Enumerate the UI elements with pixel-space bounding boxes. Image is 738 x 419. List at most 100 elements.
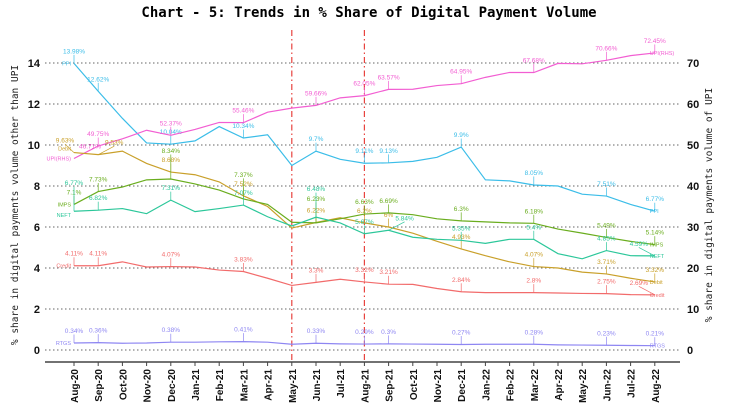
data-label: 0.3% <box>381 329 396 336</box>
x-tick-label: May-21 <box>288 369 299 403</box>
x-tick-label: Nov-21 <box>433 369 444 403</box>
data-label: 2.75% <box>597 279 616 286</box>
data-label: 6.3% <box>454 206 469 213</box>
x-tick-label: Aug-22 <box>651 369 662 403</box>
data-label-leader <box>98 145 115 155</box>
data-label: 5.14% <box>646 230 665 237</box>
data-label: 5.84% <box>395 215 414 222</box>
x-tick-label: Jun-21 <box>312 369 323 402</box>
vertical-markers <box>291 30 365 362</box>
data-label: 0.28% <box>525 329 544 336</box>
x-tick-label: Aug-21 <box>360 369 371 403</box>
data-label: 6.18% <box>525 208 544 215</box>
data-label: 2.8% <box>526 278 541 285</box>
series-rtgs: RTGS RTGS 0.34% 0.36% 0.38% 0.41% 0.33% 0.29% 0.… <box>56 327 665 350</box>
y-left-tick-label: 6 <box>34 222 40 234</box>
x-tick-label: Jul-21 <box>336 369 347 398</box>
data-label: 0.41% <box>234 327 253 334</box>
data-label: 0.34% <box>65 328 84 335</box>
gridlines <box>45 62 680 351</box>
data-label: 4.11% <box>65 251 83 258</box>
y-right-tick-label: 50 <box>687 140 699 152</box>
data-label: 0.38% <box>162 327 181 334</box>
data-label: 5.4% <box>526 224 541 231</box>
series-start-name: PPI <box>62 61 71 67</box>
x-tick-label: Mar-21 <box>239 369 250 402</box>
x-tick-label: Dec-21 <box>457 369 468 402</box>
chart-title: Chart - 5: Trends in % Share of Digital … <box>141 5 596 21</box>
x-tick-label: Sep-20 <box>94 369 105 402</box>
series-start-name: Credit <box>56 264 71 270</box>
y-left-tick-label: 8 <box>34 181 40 193</box>
data-label: 63.57% <box>378 74 400 81</box>
series-end-name: RTGS <box>650 344 666 350</box>
data-label: 8.34% <box>162 148 181 155</box>
data-label: 55.46% <box>232 108 254 115</box>
data-label: 9.63% <box>56 138 75 145</box>
y-left-tick-label: 14 <box>28 58 41 70</box>
data-label: 6.77% <box>65 180 84 187</box>
series-start-name: Debit <box>58 147 71 153</box>
y-axis-left-label: % share in digital payments volume other… <box>10 65 21 345</box>
y-axis-right-label: % share in digital payments volume of UP… <box>704 88 715 323</box>
series-credit: Credit Credit 4.11% 4.11% 4.07% 3.83% 3.3% 3.32… <box>56 251 665 299</box>
data-label-leader <box>73 149 91 159</box>
series-end-name: PPI <box>650 209 659 215</box>
x-tick-label: Aug-20 <box>70 369 81 403</box>
data-label: 46.71% <box>79 143 101 150</box>
data-label: 8.05% <box>525 170 544 177</box>
y-left-tick-label: 2 <box>34 304 40 316</box>
data-label: 10.34% <box>232 123 254 130</box>
y-right-tick-label: 0 <box>687 345 693 357</box>
y-left-tick-label: 0 <box>34 345 40 357</box>
y-right-tick-label: 40 <box>687 181 699 193</box>
x-tick-label: Feb-21 <box>215 369 226 402</box>
data-label: 3.83% <box>234 256 253 263</box>
x-tick-label: Jul-22 <box>627 369 638 398</box>
data-label: 3.21% <box>379 269 398 276</box>
data-label: 3.3% <box>309 267 324 274</box>
data-label: 6% <box>384 212 394 219</box>
data-label: 9.11% <box>355 148 373 155</box>
data-label: 6.77% <box>646 196 665 203</box>
data-label: 49.75% <box>87 131 109 138</box>
data-label-leader <box>388 221 405 231</box>
data-label: 70.66% <box>595 45 617 52</box>
data-label: 62.05% <box>353 81 375 88</box>
x-tick-label: Jun-22 <box>602 369 613 402</box>
x-tick-label: Sep-21 <box>385 369 396 402</box>
data-label: 9.53% <box>105 140 124 147</box>
x-tick-label: Feb-22 <box>506 369 517 402</box>
series-end-name: Credit <box>650 293 665 299</box>
data-label: 7.37% <box>234 172 253 179</box>
data-label: 4.11% <box>89 251 107 258</box>
data-label: 3.32% <box>355 267 374 274</box>
data-label: 64.95% <box>450 69 472 76</box>
data-label: 4.07% <box>162 252 181 259</box>
y-right-tick-label: 20 <box>687 263 699 275</box>
series-end-name: IMPS <box>650 243 664 249</box>
data-label-leader <box>64 143 75 153</box>
y-left-tick-label: 12 <box>28 99 40 111</box>
data-label: 9.13% <box>379 148 398 155</box>
series-end-name: Debit <box>650 280 663 286</box>
data-label: 52.37% <box>160 120 182 127</box>
data-label: 5.49% <box>597 222 616 229</box>
data-label: 2.84% <box>452 277 471 284</box>
data-label: 0.23% <box>597 330 616 337</box>
data-label: 2.69% <box>630 280 649 287</box>
series-end-name: UPI(RHS) <box>650 51 675 57</box>
x-tick-label: Oct-20 <box>118 369 129 401</box>
x-tick-label: Apr-21 <box>264 369 275 401</box>
axis-ticks: 0 2 4 6 8 10 12 14 0 10 20 30 40 50 60 70 Aug-20 Sep-20 Oc… <box>28 58 700 403</box>
data-label: 13.98% <box>63 48 85 55</box>
x-tick-label: Jan-21 <box>191 369 202 401</box>
y-left-tick-label: 10 <box>28 140 40 152</box>
data-label: 6.82% <box>89 195 108 202</box>
data-label: 72.45% <box>644 38 666 45</box>
x-tick-label: Oct-21 <box>409 369 420 401</box>
series-upirhs: UPI(RHS) UPI(RHS) 46.71% 49.75% 52.37% 55.46%… <box>47 38 675 163</box>
